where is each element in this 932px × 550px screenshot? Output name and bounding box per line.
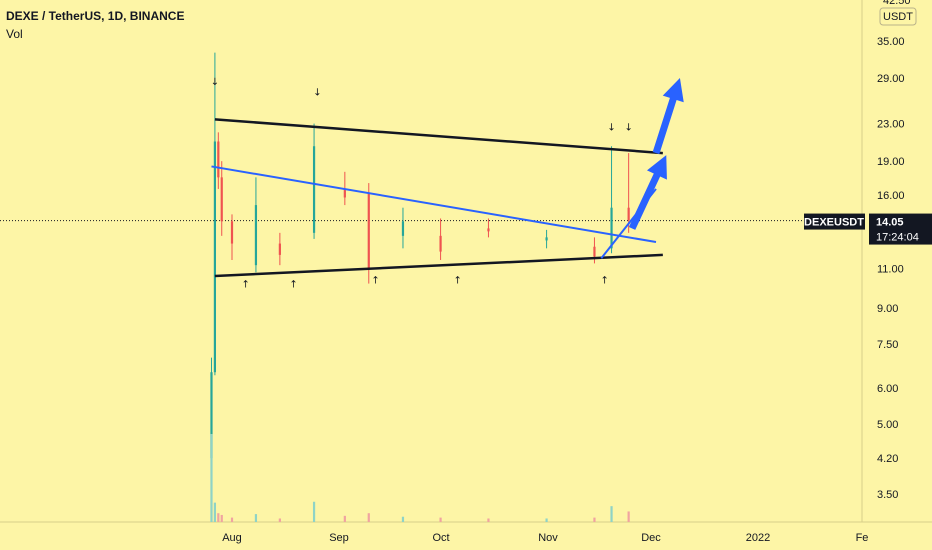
countdown-label: 17:24:04 — [876, 232, 919, 244]
volume-bar — [367, 513, 370, 522]
symbol-badge-label: DEXEUSDT — [804, 217, 864, 229]
pivot-low-marker: ↑ — [371, 276, 379, 287]
volume-bar — [217, 513, 220, 522]
candle-body — [210, 372, 213, 459]
price-tick-label-partial: 42.50 — [883, 0, 911, 7]
symbol-badge — [804, 213, 865, 230]
time-tick-label: Sep — [329, 532, 349, 544]
candle-body — [278, 243, 281, 255]
price-badge-value: 14.05 — [876, 217, 904, 229]
volume-bar — [220, 514, 223, 522]
volume-bar — [278, 518, 281, 522]
candle-body — [254, 205, 258, 266]
pivot-high-marker: ↓ — [313, 88, 321, 99]
candle-body — [213, 141, 217, 373]
upper-channel-line[interactable] — [214, 118, 663, 155]
time-tick-label: Dec — [641, 532, 661, 544]
pivot-low-marker: ↑ — [241, 279, 249, 290]
time-tick-label: Oct — [432, 532, 449, 544]
price-tick-label: 5.00 — [877, 419, 898, 431]
time-tick-label: Nov — [538, 532, 558, 544]
price-tick-label: 3.50 — [877, 489, 898, 501]
volume-bar — [401, 516, 405, 522]
pivot-low-marker: ↑ — [289, 279, 297, 290]
pivot-high-marker: ↓ — [607, 123, 615, 134]
pivot-high-marker: ↓ — [624, 123, 632, 134]
candle-body — [401, 221, 405, 236]
price-tick-label: 7.50 — [877, 339, 898, 351]
candle-body — [439, 235, 442, 252]
time-tick-label: Aug — [222, 532, 242, 544]
candle-body — [230, 221, 234, 244]
price-tick-label: 29.00 — [877, 73, 905, 85]
volume-bar — [254, 514, 258, 522]
candle-body — [312, 146, 316, 233]
candle-body — [217, 141, 220, 178]
candle-body — [367, 192, 370, 269]
projection-arrow-large[interactable] — [652, 77, 684, 155]
price-tick-label: 35.00 — [877, 36, 905, 48]
volume-bar — [210, 434, 213, 522]
price-tick-label: 16.00 — [877, 190, 905, 202]
price-tick-label: 19.00 — [877, 156, 905, 168]
price-tick-label: 9.00 — [877, 303, 898, 315]
candle-body — [627, 207, 630, 221]
currency-button-label[interactable]: USDT — [883, 11, 913, 23]
volume-bar — [545, 518, 548, 522]
price-badge — [869, 213, 932, 245]
price-tick-label: 11.00 — [877, 264, 904, 276]
volume-bar — [230, 517, 234, 522]
pivot-high-marker: ↓ — [211, 77, 219, 88]
time-tick-label: Fe — [856, 532, 869, 544]
price-tick-label: 4.20 — [877, 453, 898, 465]
projection-arrow-small[interactable] — [628, 155, 667, 230]
candle-body — [610, 207, 613, 249]
volume-bar — [610, 506, 613, 522]
time-tick-label: 2022 — [746, 532, 770, 544]
volume-legend: Vol — [6, 27, 23, 41]
volume-bar — [312, 501, 316, 522]
volume-bar — [627, 511, 630, 522]
pivot-low-marker: ↑ — [453, 276, 461, 287]
currency-button[interactable] — [879, 7, 917, 26]
candle-body — [487, 228, 490, 232]
price-tick-label: 6.00 — [877, 383, 898, 395]
volume-bar — [593, 517, 596, 522]
candle-body — [220, 177, 223, 222]
price-tick-label: 23.00 — [877, 119, 905, 131]
candle-body — [343, 188, 346, 198]
volume-bar — [487, 518, 490, 522]
volume-bar — [343, 515, 346, 522]
symbol-title: DEXE / TetherUS, 1D, BINANCE — [6, 9, 185, 23]
candle-body — [545, 237, 548, 241]
descending-trendline[interactable] — [211, 165, 657, 243]
volume-bar — [439, 517, 442, 522]
candle-body — [593, 246, 596, 257]
lower-channel-line[interactable] — [214, 253, 663, 278]
pivot-low-marker: ↑ — [601, 276, 609, 287]
volume-bar — [213, 502, 217, 522]
